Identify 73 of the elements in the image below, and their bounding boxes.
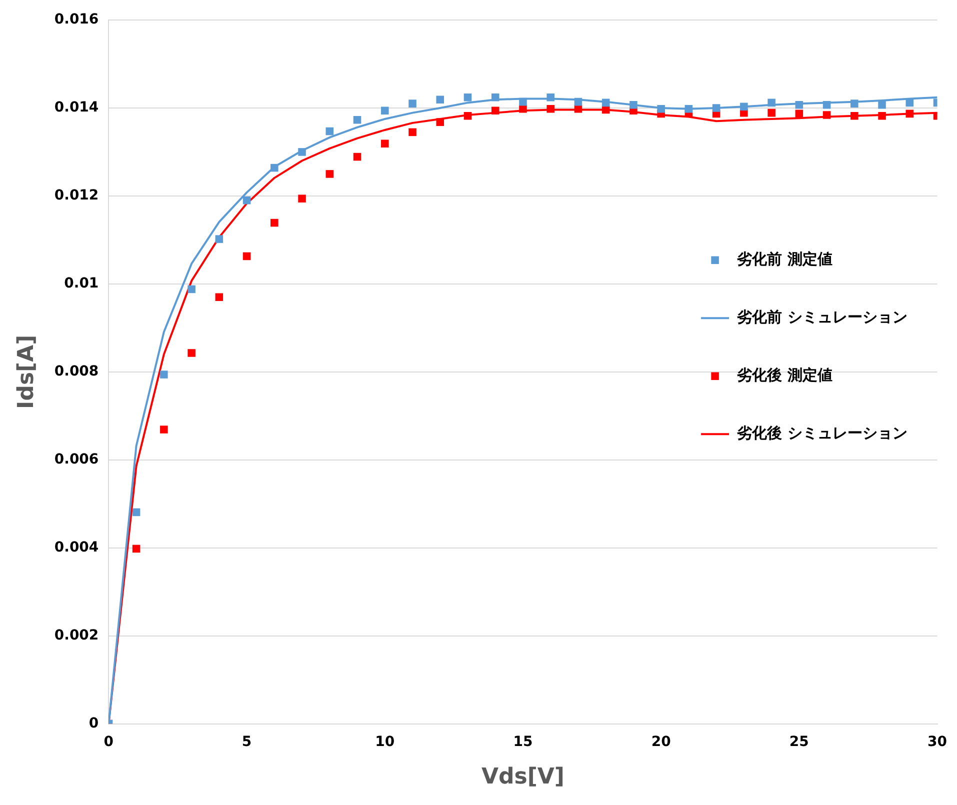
y-tick-label: 0.012 — [54, 188, 99, 204]
point — [878, 101, 886, 109]
y-tick-label: 0.014 — [54, 100, 99, 116]
point — [602, 98, 610, 107]
x-tick-label: 25 — [789, 734, 809, 750]
point — [850, 100, 858, 108]
point — [906, 110, 914, 118]
point — [270, 164, 278, 172]
point — [436, 118, 444, 126]
point — [464, 94, 472, 102]
y-tick-label: 0 — [88, 715, 99, 732]
x-tick-label: 0 — [104, 734, 114, 750]
point — [740, 102, 748, 111]
point — [353, 152, 362, 161]
legend-label: 劣化後 シミュレーション — [736, 424, 908, 442]
point — [160, 370, 168, 378]
point — [380, 106, 389, 115]
point — [160, 426, 168, 434]
y-tick-label: 0.004 — [54, 539, 99, 556]
y-tick-label: 0.01 — [64, 276, 99, 292]
point — [270, 218, 278, 227]
x-tick-label: 30 — [928, 734, 948, 750]
point — [298, 148, 306, 156]
legend-label: 劣化前 測定値 — [736, 250, 832, 268]
point — [795, 110, 804, 118]
point — [491, 94, 500, 102]
x-axis-title: Vds[V] — [481, 764, 564, 790]
point — [822, 111, 831, 119]
point — [712, 104, 720, 112]
point — [298, 194, 306, 202]
point — [380, 140, 389, 148]
x-tick-label: 20 — [651, 734, 672, 750]
y-tick-label: 0.006 — [54, 452, 99, 468]
x-tick-label: 15 — [513, 734, 533, 750]
point — [491, 106, 500, 115]
point — [657, 104, 665, 113]
point — [768, 108, 776, 117]
point — [630, 101, 638, 109]
point — [326, 170, 334, 178]
y-tick-label: 0.008 — [54, 364, 99, 380]
point — [768, 98, 776, 107]
point — [353, 116, 362, 124]
point — [132, 544, 140, 553]
point — [215, 293, 224, 302]
point — [188, 285, 196, 294]
point — [519, 104, 527, 113]
point — [795, 101, 804, 109]
point — [132, 508, 140, 516]
point — [215, 235, 224, 243]
point — [436, 96, 444, 104]
point — [464, 112, 472, 120]
point — [546, 104, 554, 113]
point — [408, 128, 416, 136]
point — [822, 101, 831, 109]
legend-label: 劣化後 測定値 — [736, 366, 832, 384]
point — [574, 98, 582, 106]
point — [546, 94, 554, 102]
point — [684, 104, 693, 113]
point — [242, 196, 251, 204]
point — [850, 112, 858, 120]
x-tick-label: 10 — [375, 734, 395, 750]
point — [242, 252, 251, 260]
point — [878, 112, 886, 120]
y-axis-title: Ids[A] — [14, 334, 39, 409]
y-tick-label: 0.002 — [54, 627, 99, 644]
legend-label: 劣化前 シミュレーション — [736, 308, 908, 326]
point — [188, 349, 196, 357]
y-tick-label: 0.016 — [54, 12, 99, 28]
point — [326, 127, 334, 136]
x-tick-label: 5 — [242, 734, 252, 750]
point — [408, 100, 416, 108]
point — [906, 98, 914, 107]
point — [519, 98, 527, 106]
